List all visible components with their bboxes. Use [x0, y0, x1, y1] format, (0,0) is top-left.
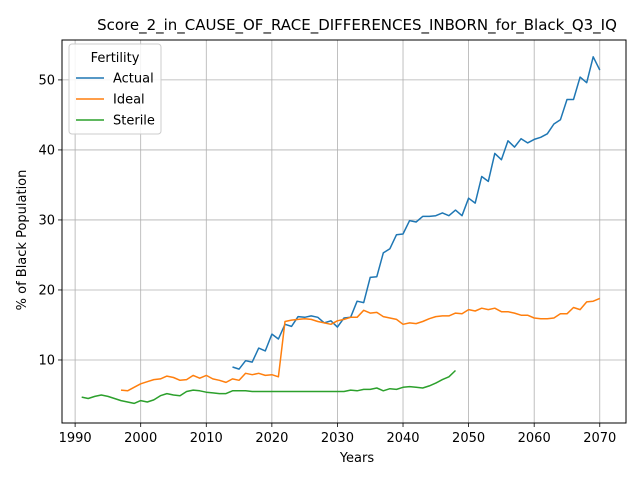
series-lines — [81, 56, 601, 405]
y-tick-label: 40 — [38, 143, 55, 158]
series-line-sterile — [81, 369, 457, 405]
x-tick-label: 2040 — [386, 431, 419, 446]
series-line-ideal — [120, 297, 601, 392]
x-tick-label: 2060 — [518, 431, 551, 446]
legend-label-actual: Actual — [113, 72, 154, 87]
x-axis-label: Years — [339, 451, 375, 466]
x-tick-label: 2030 — [321, 431, 354, 446]
series-line-actual — [232, 56, 601, 370]
y-tick-label: 50 — [38, 73, 55, 88]
x-axis-ticks: 1990 2000 2010 2020 2030 2040 2050 2060 2070 — [59, 423, 616, 446]
x-tick-label: 2050 — [452, 431, 485, 446]
y-tick-label: 30 — [38, 213, 55, 228]
y-axis-label: % of Black Population — [15, 170, 30, 311]
chart-title: Score_2_in_CAUSE_OF_RACE_DIFFERENCES_INB… — [97, 16, 617, 35]
grid-lines — [62, 40, 626, 423]
y-tick-label: 20 — [38, 283, 55, 298]
x-tick-label: 2010 — [190, 431, 223, 446]
plot-area-frame — [61, 39, 627, 424]
x-tick-label: 1990 — [59, 431, 92, 446]
x-tick-label: 2070 — [583, 431, 616, 446]
y-axis-ticks: 10 20 30 40 50 — [38, 73, 62, 368]
legend-items: Actual Ideal Sterile — [76, 72, 155, 129]
x-tick-label: 2000 — [124, 431, 157, 446]
y-tick-label: 10 — [38, 353, 55, 368]
x-tick-label: 2020 — [255, 431, 288, 446]
legend-box — [68, 43, 162, 135]
legend-title: Fertility — [91, 51, 140, 66]
legend-label-ideal: Ideal — [113, 93, 145, 108]
legend-label-sterile: Sterile — [113, 114, 155, 129]
legend: Fertility Actual Ideal Sterile — [68, 43, 162, 135]
